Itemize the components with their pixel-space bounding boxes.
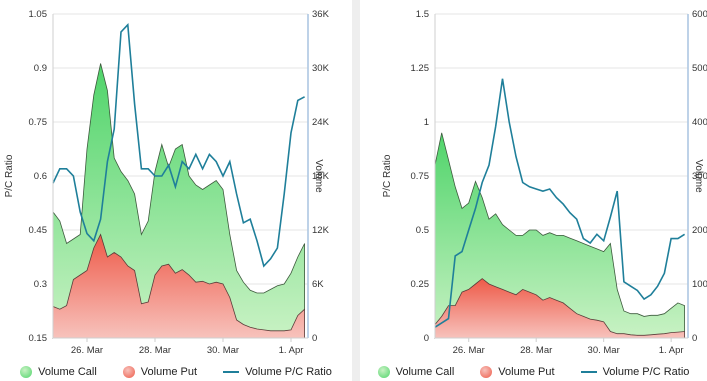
y-tick-label: 0 xyxy=(424,333,429,344)
ratio-legend-line-icon xyxy=(223,371,240,373)
y2-tick-label: 18K xyxy=(312,171,330,182)
call-legend-dot-icon xyxy=(377,366,390,378)
left-chart: 0.15 0.3 0.45 0.6 0.75 0.9 1.05 0 6K 12K 18K 24K 30K… xyxy=(4,9,330,356)
y-tick-label: 0.5 xyxy=(416,225,429,236)
legend-item-call[interactable]: Volume Call xyxy=(377,366,455,378)
x-tick-label: 26. Mar xyxy=(453,345,485,356)
y-axis-title: P/C Ratio xyxy=(382,154,393,197)
legend-call-label: Volume Call xyxy=(395,366,455,378)
legend-item-ratio[interactable]: Volume P/C Ratio xyxy=(580,366,690,378)
y-tick-label: 1.5 xyxy=(416,9,429,20)
put-legend-dot-icon xyxy=(122,366,135,378)
y-axis-title: P/C Ratio xyxy=(4,154,15,197)
y2-tick-label: 400K xyxy=(692,117,707,128)
left-chart-panel: 0.15 0.3 0.45 0.6 0.75 0.9 1.05 0 6K 12K 18K 24K 30K… xyxy=(0,0,352,381)
y-tick-label: 1.05 xyxy=(29,9,48,20)
y-tick-label: 1 xyxy=(424,117,429,128)
x-tick-label: 30. Mar xyxy=(588,345,620,356)
legend-ratio-label: Volume P/C Ratio xyxy=(602,366,690,378)
legend-ratio-label: Volume P/C Ratio xyxy=(245,366,332,378)
y2-axis-title: Volume xyxy=(693,159,704,193)
y-tick-label: 0.75 xyxy=(411,171,430,182)
y-tick-label: 0.6 xyxy=(34,171,47,182)
x-tick-label: 28. Mar xyxy=(520,345,552,356)
y2-tick-label: 36K xyxy=(312,9,330,20)
panel-divider xyxy=(352,0,360,381)
ratio-legend-line-icon xyxy=(580,371,597,373)
legend-call-label: Volume Call xyxy=(38,366,97,378)
volume-call-area xyxy=(434,132,686,339)
volume-put-area xyxy=(52,233,305,339)
right-legend: Volume Call Volume Put Volume P/C Ratio xyxy=(360,364,707,380)
y-tick-label: 0.15 xyxy=(29,333,48,344)
legend-item-put[interactable]: Volume Put xyxy=(122,366,198,378)
y2-axis-title: Volume xyxy=(313,159,324,193)
left-legend: Volume Call Volume Put Volume P/C Ratio xyxy=(0,364,352,380)
call-legend-dot-icon xyxy=(20,366,33,378)
right-chart-panel: 0 0.25 0.5 0.75 1 1.25 1.5 0 100K 200K 300K 400K 500… xyxy=(360,0,707,381)
volume-put-area xyxy=(434,278,686,339)
legend-put-label: Volume Put xyxy=(498,366,555,378)
y2-tick-label: 600K xyxy=(692,9,707,20)
y2-tick-label: 24K xyxy=(312,117,330,128)
y-tick-label: 0.45 xyxy=(29,225,48,236)
y-tick-label: 0.3 xyxy=(34,279,47,290)
y2-tick-label: 6K xyxy=(312,279,324,290)
y2-tick-label: 300K xyxy=(692,171,707,182)
y2-tick-label: 0 xyxy=(692,333,697,344)
y-tick-label: 0.25 xyxy=(411,279,430,290)
y2-tick-label: 500K xyxy=(692,63,707,74)
y-tick-label: 0.75 xyxy=(29,117,48,128)
x-tick-label: 30. Mar xyxy=(207,345,239,356)
x-tick-label: 1. Apr xyxy=(659,345,684,356)
legend-item-ratio[interactable]: Volume P/C Ratio xyxy=(223,366,332,378)
x-tick-label: 28. Mar xyxy=(139,345,171,356)
pc-ratio-line xyxy=(52,22,305,268)
x-tick-label: 1. Apr xyxy=(279,345,304,356)
y2-tick-label: 100K xyxy=(692,279,707,290)
y-tick-label: 0.9 xyxy=(34,63,47,74)
legend-put-label: Volume Put xyxy=(140,366,198,378)
right-chart: 0 0.25 0.5 0.75 1 1.25 1.5 0 100K 200K 300K 400K 500… xyxy=(382,9,707,356)
y2-tick-label: 0 xyxy=(312,333,317,344)
pc-ratio-line xyxy=(434,78,686,328)
legend-item-put[interactable]: Volume Put xyxy=(480,366,555,378)
legend-item-call[interactable]: Volume Call xyxy=(20,366,97,378)
y2-tick-label: 12K xyxy=(312,225,330,236)
y2-tick-label: 200K xyxy=(692,225,707,236)
x-tick-label: 26. Mar xyxy=(71,345,103,356)
put-legend-dot-icon xyxy=(480,366,493,378)
y2-tick-label: 30K xyxy=(312,63,330,74)
y-tick-label: 1.25 xyxy=(411,63,430,74)
